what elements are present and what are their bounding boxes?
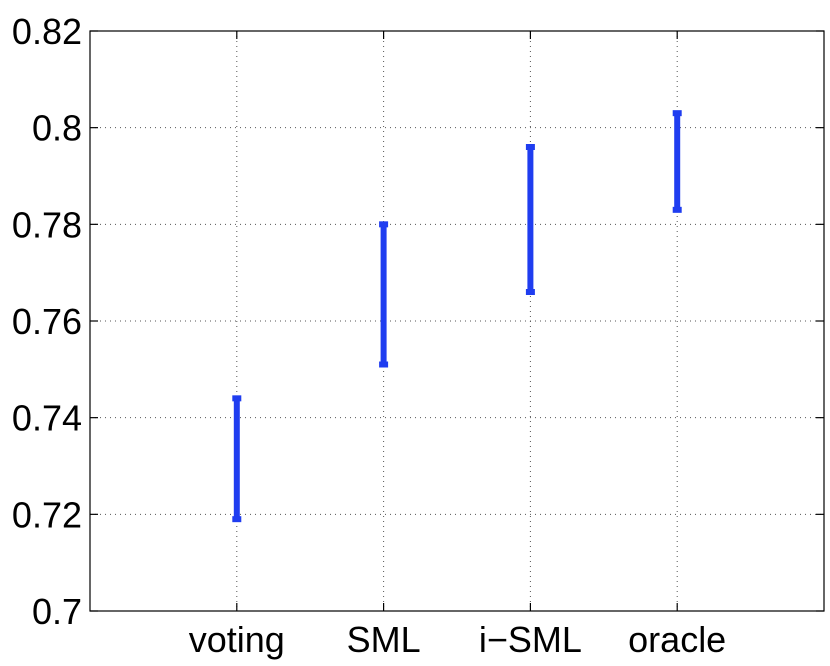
y-tick-label: 0.78 [12, 204, 82, 245]
x-tick-label: i−SML [479, 619, 582, 660]
error-bar-1 [379, 221, 389, 368]
y-tick-label: 0.8 [32, 108, 82, 149]
axis-ticks [90, 30, 824, 612]
y-tick-label: 0.74 [12, 398, 82, 439]
grid-lines [90, 31, 824, 611]
y-tick-label: 0.76 [12, 301, 82, 342]
error-bars [232, 110, 682, 523]
y-tick-label: 0.7 [32, 591, 82, 632]
x-tick-label: SML [347, 619, 421, 660]
error-bar-2 [525, 144, 535, 295]
x-tick-labels: voting SML i−SML oracle [189, 619, 726, 660]
x-tick-label: voting [189, 619, 285, 660]
y-tick-labels: 0.7 0.72 0.74 0.76 0.78 0.8 0.82 [12, 11, 82, 632]
y-tick-label: 0.72 [12, 494, 82, 535]
y-tick-label: 0.82 [12, 11, 82, 52]
x-tick-label: oracle [628, 619, 726, 660]
error-bar-0 [232, 395, 242, 523]
error-bar-3 [672, 110, 682, 213]
